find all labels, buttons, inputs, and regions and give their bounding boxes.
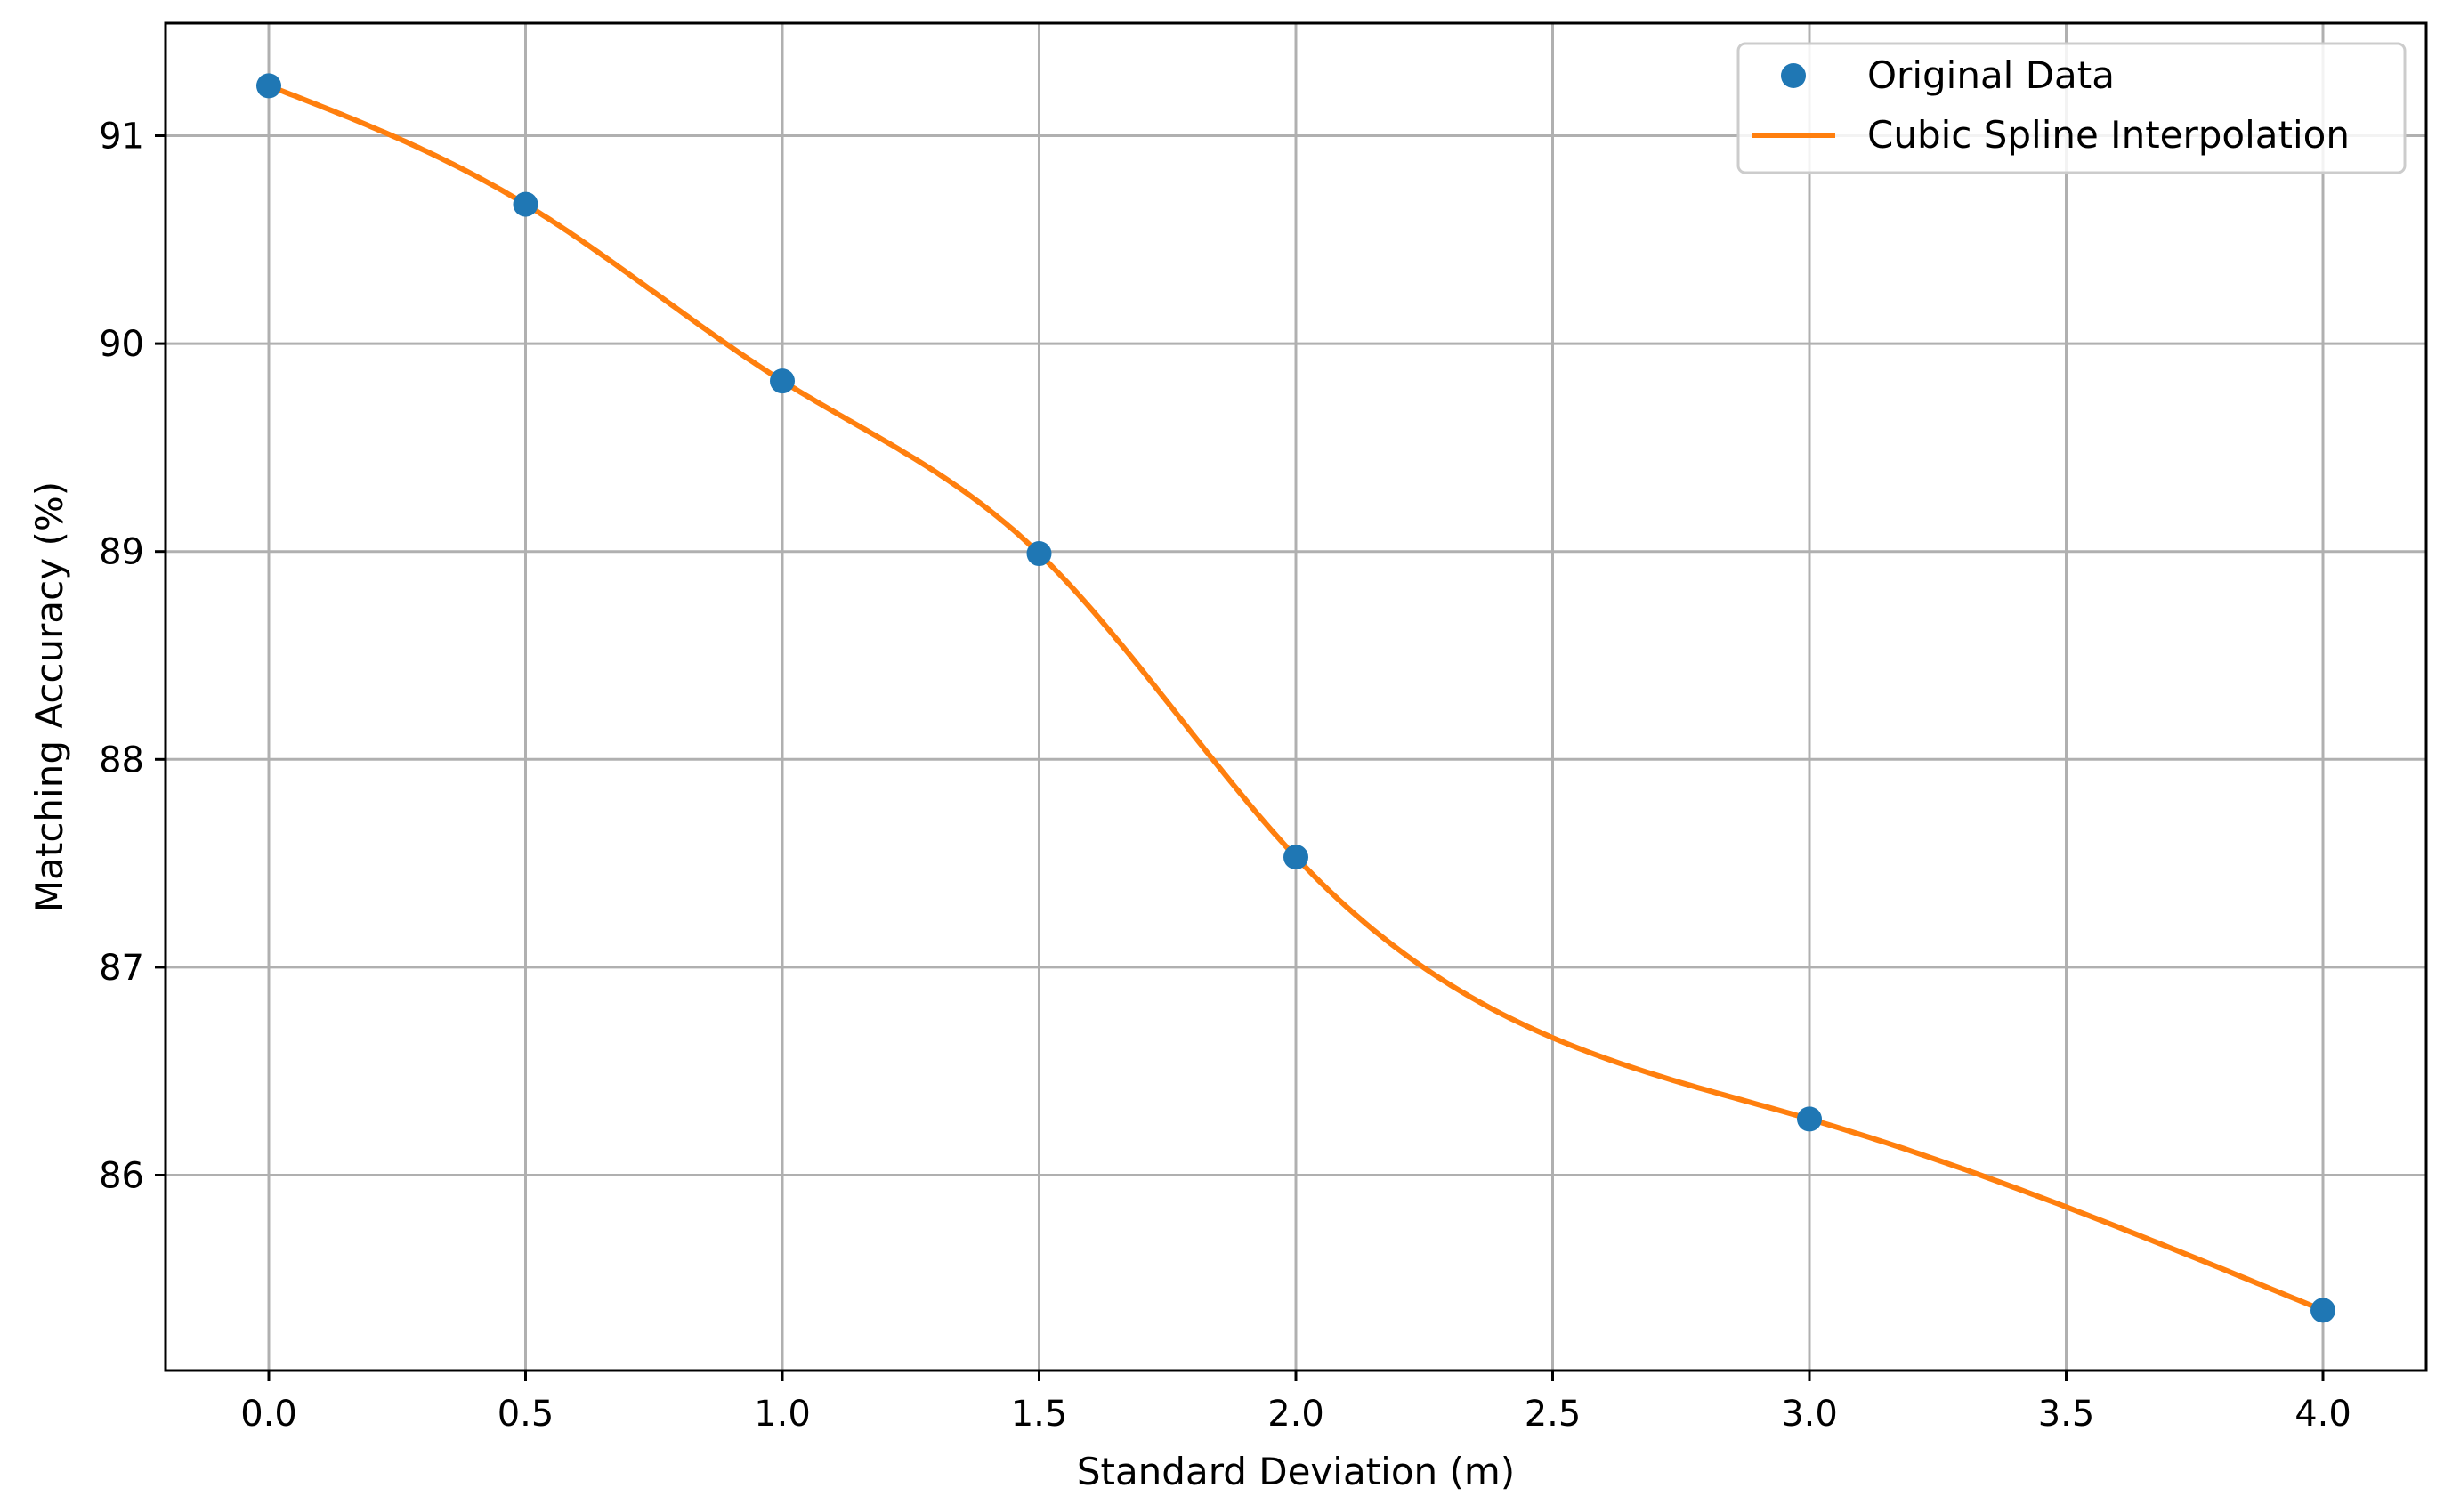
legend-marker-original-data — [1781, 63, 1806, 88]
y-tick-label: 90 — [99, 324, 144, 365]
data-point — [2310, 1298, 2335, 1323]
y-tick-label: 89 — [99, 532, 144, 573]
x-tick-label: 1.0 — [754, 1394, 811, 1435]
data-point — [1283, 845, 1308, 870]
x-axis-label: Standard Deviation (m) — [1077, 1450, 1515, 1493]
x-tick-label: 1.5 — [1011, 1394, 1068, 1435]
legend-label-cubic-spline: Cubic Spline Interpolation — [1867, 113, 2350, 157]
y-tick-label: 86 — [99, 1156, 144, 1197]
data-point — [770, 368, 795, 394]
data-point — [513, 191, 538, 217]
x-tick-label: 4.0 — [2294, 1394, 2351, 1435]
legend: Original Data Cubic Spline Interpolation — [1736, 42, 2407, 174]
y-tick-label: 87 — [99, 948, 144, 989]
x-tick-label: 3.5 — [2038, 1394, 2095, 1435]
y-tick-label: 91 — [99, 117, 144, 158]
x-tick-label: 2.5 — [1525, 1394, 1582, 1435]
x-tick-label: 2.0 — [1267, 1394, 1324, 1435]
y-tick-label: 88 — [99, 740, 144, 780]
data-point — [1026, 541, 1052, 567]
x-axis-ticks: 0.0 0.5 1.0 1.5 2.0 2.5 3.0 3.5 4.0 — [240, 1371, 2351, 1435]
x-tick-label: 3.0 — [1781, 1394, 1838, 1435]
x-tick-label: 0.0 — [240, 1394, 297, 1435]
y-axis-ticks: 86 87 88 89 90 91 — [99, 117, 166, 1197]
y-axis-label: Matching Accuracy (%) — [28, 481, 71, 912]
data-point — [256, 73, 281, 99]
data-point — [1797, 1106, 1822, 1132]
legend-frame — [1736, 42, 2407, 174]
scatter-series — [256, 73, 2335, 1323]
grid — [166, 23, 2426, 1371]
x-tick-label: 0.5 — [498, 1394, 554, 1435]
legend-label-original-data: Original Data — [1867, 53, 2115, 97]
